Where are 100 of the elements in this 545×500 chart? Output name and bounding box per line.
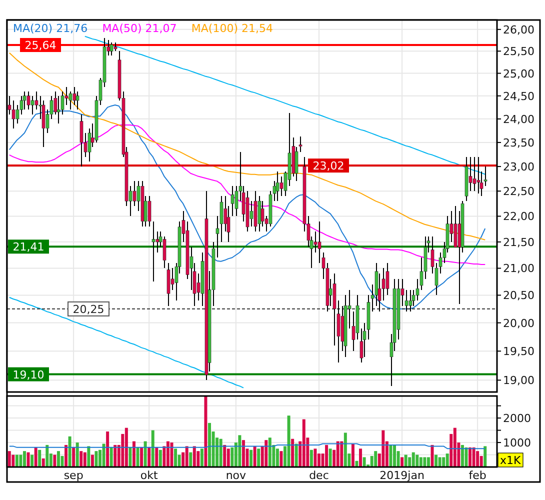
candlestick xyxy=(484,166,488,187)
bar xyxy=(22,451,26,467)
x-tick-label: nov xyxy=(226,469,247,482)
bar xyxy=(56,451,60,467)
candlestick xyxy=(72,86,76,106)
bar xyxy=(34,447,38,467)
bar xyxy=(208,422,211,467)
bar xyxy=(124,428,128,467)
candlestick xyxy=(396,278,400,340)
bar xyxy=(355,460,358,467)
bar xyxy=(38,450,42,467)
bar xyxy=(68,436,72,467)
candlestick xyxy=(294,146,298,182)
bar xyxy=(382,430,385,467)
bar xyxy=(416,454,419,467)
bar xyxy=(204,396,208,467)
y-tick-label: 23,50 xyxy=(503,136,534,150)
bar xyxy=(464,447,468,467)
bar xyxy=(158,450,162,467)
candlestick xyxy=(12,100,16,129)
bar xyxy=(90,454,94,467)
text: MA(50) 21,07 xyxy=(102,22,177,35)
bar xyxy=(94,451,98,467)
bar xyxy=(484,446,487,467)
candlestick xyxy=(276,170,280,202)
candlestick xyxy=(76,90,80,110)
candlestick xyxy=(34,90,38,110)
bar xyxy=(226,448,230,467)
bar xyxy=(174,448,178,467)
bar xyxy=(359,448,362,467)
candlestick xyxy=(224,196,228,232)
candlestick xyxy=(230,186,234,217)
bar xyxy=(53,454,56,467)
y-tick-label: 24,00 xyxy=(503,112,534,126)
bar xyxy=(80,451,83,467)
text: MA(100) 21,54 xyxy=(191,22,273,35)
bar xyxy=(72,447,76,467)
bar xyxy=(170,442,174,467)
candlestick xyxy=(480,170,484,197)
bar xyxy=(419,457,422,467)
candlestick xyxy=(204,190,208,381)
bar xyxy=(404,454,408,467)
y-tick-label: 25,00 xyxy=(503,67,534,80)
y-tick-label: 21,50 xyxy=(503,236,534,249)
ref-line-label: 21,41 xyxy=(12,240,44,254)
bar xyxy=(453,428,456,467)
candlestick xyxy=(382,268,386,302)
candlestick xyxy=(260,200,264,227)
candlestick xyxy=(366,294,370,340)
bar xyxy=(310,450,313,467)
y-tick-label: 19,50 xyxy=(503,345,534,358)
bar xyxy=(155,447,158,467)
candlestick xyxy=(344,294,348,358)
candlestick xyxy=(464,156,468,202)
bar xyxy=(238,435,242,467)
bar xyxy=(46,444,49,467)
bar xyxy=(102,444,106,467)
bar xyxy=(294,444,298,467)
y-tick-label: 20,50 xyxy=(503,289,534,302)
candlestick xyxy=(472,156,476,192)
bar xyxy=(442,457,446,467)
ref-line-label: 19,10 xyxy=(12,368,44,382)
bar xyxy=(223,444,226,467)
x-tick-label: dec xyxy=(309,469,329,482)
bar xyxy=(268,438,272,467)
bar xyxy=(400,457,404,467)
bar xyxy=(106,432,110,467)
bar xyxy=(430,444,434,467)
x-tick-label: okt xyxy=(140,469,158,482)
bar xyxy=(144,441,147,467)
bar xyxy=(151,430,154,467)
bar xyxy=(140,447,144,467)
ref-line-label: 20,25 xyxy=(72,302,104,316)
bar xyxy=(219,438,222,467)
candlestick xyxy=(30,95,34,115)
bar xyxy=(110,447,113,467)
bar xyxy=(8,451,11,467)
bar xyxy=(389,444,392,467)
candlestick xyxy=(166,262,170,307)
candlestick xyxy=(412,289,416,307)
y-tick-label: 2000 xyxy=(503,412,531,426)
candlestick xyxy=(356,294,360,340)
bar xyxy=(192,446,196,467)
bar xyxy=(426,457,430,467)
candlestick xyxy=(148,196,152,227)
candlestick xyxy=(258,196,262,232)
bar xyxy=(12,454,15,467)
candlestick xyxy=(226,206,230,242)
bar xyxy=(189,452,192,467)
x-tick-label: sep xyxy=(64,469,84,482)
bar xyxy=(393,444,396,467)
bar xyxy=(148,447,151,467)
bar xyxy=(412,452,415,467)
y-tick-label: 24,50 xyxy=(503,90,534,103)
bar xyxy=(76,442,79,467)
bar xyxy=(242,440,245,467)
candlestick xyxy=(254,190,258,232)
y-tick-label: 21,00 xyxy=(503,262,534,276)
candlestick xyxy=(220,196,224,242)
candlestick xyxy=(332,273,336,346)
